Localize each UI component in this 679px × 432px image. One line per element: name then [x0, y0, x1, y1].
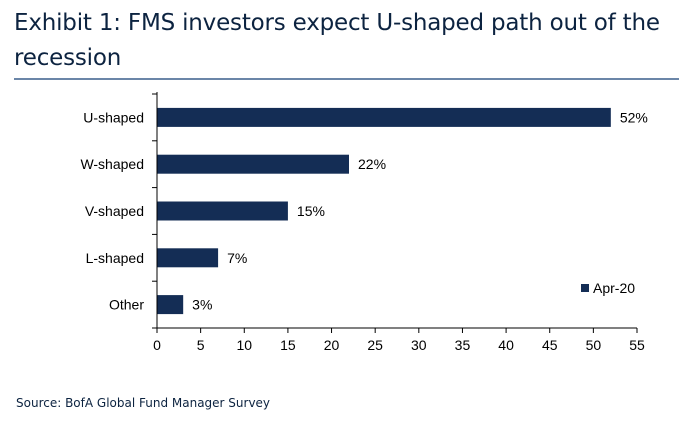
category-label: W-shaped: [80, 156, 144, 172]
x-tick-label: 45: [542, 337, 558, 353]
bar-other: [157, 295, 184, 315]
x-tick-label: 50: [586, 337, 602, 353]
bar-u-shaped: [157, 107, 611, 127]
category-label: U-shaped: [83, 109, 144, 125]
data-label: 7%: [227, 250, 247, 266]
data-label: 15%: [297, 203, 325, 219]
x-tick-label: 5: [197, 337, 205, 353]
x-tick-label: 10: [236, 337, 252, 353]
source-note: Source: BofA Global Fund Manager Survey: [16, 396, 271, 410]
category-label: Other: [109, 297, 144, 313]
bar-w-shaped: [157, 154, 349, 174]
legend-swatch: [581, 284, 589, 292]
x-tick-label: 20: [324, 337, 340, 353]
x-tick-label: 40: [498, 337, 514, 353]
x-tick-label: 25: [367, 337, 383, 353]
x-tick-label: 35: [455, 337, 471, 353]
x-tick-label: 15: [280, 337, 296, 353]
x-tick-label: 30: [411, 337, 427, 353]
data-label: 52%: [620, 109, 648, 125]
category-label: V-shaped: [85, 203, 144, 219]
data-label: 22%: [358, 156, 386, 172]
bar-v-shaped: [157, 201, 288, 221]
title-divider: [14, 78, 679, 80]
legend-label: Apr-20: [593, 280, 635, 296]
bar-l-shaped: [157, 248, 219, 268]
chart-title: Exhibit 1: FMS investors expect U-shaped…: [14, 10, 660, 71]
x-tick-label: 0: [153, 337, 161, 353]
data-label: 3%: [192, 297, 212, 313]
category-label: L-shaped: [86, 250, 144, 266]
x-tick-label: 55: [629, 337, 645, 353]
bar-chart: U-shaped 52% W-shaped 22% V-shaped 15% L-shape…: [80, 92, 648, 353]
